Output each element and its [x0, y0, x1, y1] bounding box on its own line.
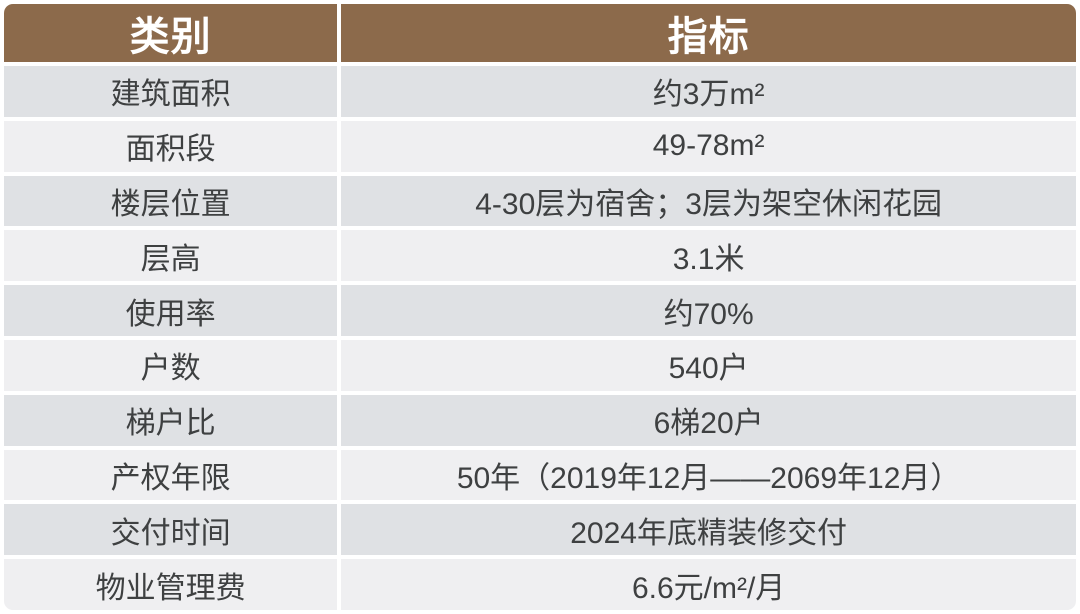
- table-row: 层高 3.1米: [4, 230, 1076, 282]
- table-row: 物业管理费 6.6元/m²/月: [4, 559, 1076, 610]
- indicator-cell: 6梯20户: [341, 394, 1076, 446]
- indicator-cell: 4-30层为宿舍；3层为架空休闲花园: [341, 175, 1076, 227]
- table-row: 梯户比 6梯20户: [4, 394, 1076, 446]
- header-cell-category: 类别: [4, 4, 338, 62]
- indicator-cell: 49-78m²: [341, 120, 1076, 172]
- table-row: 面积段 49-78m²: [4, 120, 1076, 172]
- category-cell: 层高: [4, 230, 338, 282]
- table-row: 户数 540户: [4, 339, 1076, 391]
- category-cell: 交付时间: [4, 504, 338, 556]
- indicator-cell: 3.1米: [341, 230, 1076, 282]
- table-row: 建筑面积 约3万m²: [4, 66, 1076, 117]
- table-row: 使用率 约70%: [4, 285, 1076, 336]
- category-cell: 物业管理费: [4, 559, 338, 610]
- indicator-cell: 2024年底精装修交付: [341, 504, 1076, 556]
- table-row: 交付时间 2024年底精装修交付: [4, 504, 1076, 556]
- category-cell: 户数: [4, 339, 338, 391]
- header-row: 类别 指标: [4, 4, 1076, 62]
- table-row: 产权年限 50年（2019年12月——2069年12月）: [4, 449, 1076, 501]
- indicator-cell: 50年（2019年12月——2069年12月）: [341, 449, 1076, 501]
- category-cell: 面积段: [4, 120, 338, 172]
- category-cell: 楼层位置: [4, 175, 338, 227]
- category-cell: 产权年限: [4, 449, 338, 501]
- category-cell: 梯户比: [4, 394, 338, 446]
- indicator-cell: 540户: [341, 339, 1076, 391]
- table-row: 楼层位置 4-30层为宿舍；3层为架空休闲花园: [4, 175, 1076, 227]
- category-cell: 使用率: [4, 285, 338, 336]
- indicator-cell: 约3万m²: [341, 66, 1076, 117]
- indicator-cell: 6.6元/m²/月: [341, 559, 1076, 610]
- indicator-cell: 约70%: [341, 285, 1076, 336]
- category-cell: 建筑面积: [4, 66, 338, 117]
- header-cell-indicator: 指标: [341, 4, 1076, 62]
